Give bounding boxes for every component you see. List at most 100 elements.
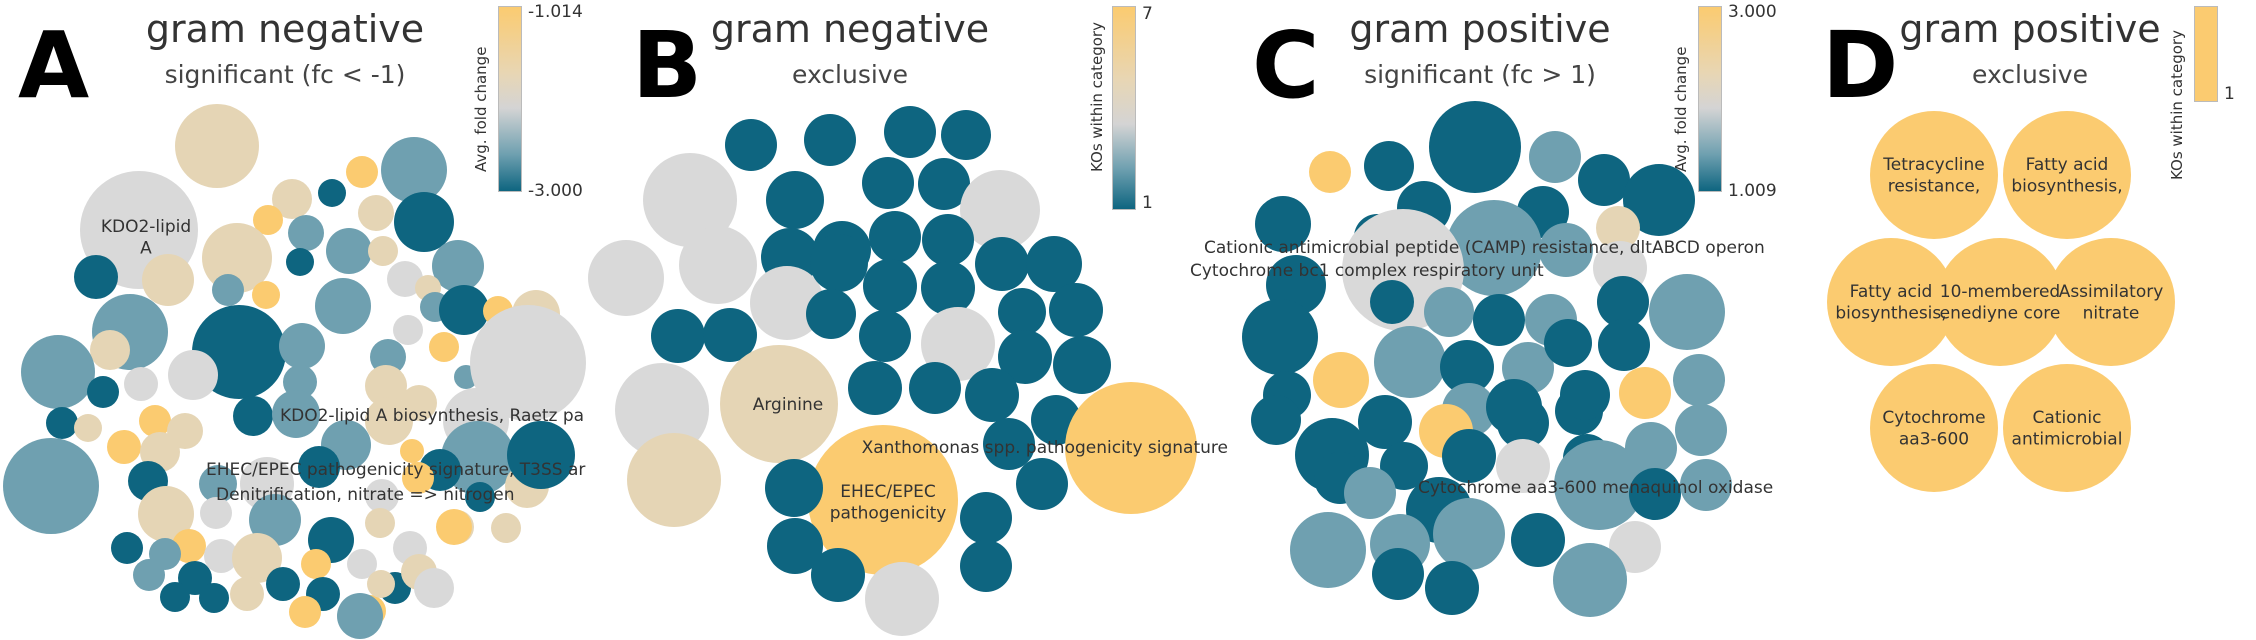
bubble-c: [1560, 370, 1610, 420]
bubble-a: [402, 462, 434, 494]
bubble-label: Cationic antimicrobial: [2012, 408, 2123, 449]
bubble-a: [249, 494, 301, 546]
bubble-a: [175, 104, 259, 188]
bubble-a: [318, 179, 346, 207]
bubble-a: [401, 385, 437, 421]
bubble-b: [1026, 236, 1082, 292]
bubble-a: [230, 577, 264, 611]
bubble-label: Fatty acid biosynthesis,: [1835, 282, 1946, 323]
bubble-a: [358, 195, 394, 231]
panel-b: B gram negative exclusive KOs within cat…: [580, 0, 1153, 640]
bubble-a: [168, 350, 218, 400]
bubble-a: [381, 137, 447, 203]
bubble-c: [1609, 521, 1661, 573]
legend-max-label: -1.014: [528, 2, 583, 22]
bubble-c: [1553, 543, 1627, 617]
bubble-a: [87, 376, 119, 408]
bubble-a: [138, 486, 194, 542]
bubble-c: [1649, 274, 1725, 350]
bubble-b: [804, 114, 856, 166]
bubble-b: [983, 418, 1035, 470]
bubble-label: Assimilatory nitrate: [2059, 282, 2164, 323]
bubble-c: [1374, 326, 1446, 398]
bubble-label: Tetracycline resistance,: [1882, 155, 1984, 196]
bubble-c: [1242, 299, 1318, 375]
bubble-c: [1424, 287, 1474, 337]
panel-title: gram negative: [145, 7, 425, 51]
bubble-a: [111, 532, 143, 564]
legend-gradient-bar: [2194, 6, 2218, 102]
bubble-a: [370, 339, 406, 375]
bubble-c: [1675, 404, 1727, 456]
bubble-b: [810, 234, 868, 292]
bubble-a: [439, 285, 489, 335]
bubble-c: [1598, 319, 1650, 371]
bubble-c: [1623, 164, 1695, 236]
bubble-b: [960, 492, 1012, 544]
legend-max-label: 3.000: [1728, 2, 1777, 22]
bubble-d: [2003, 364, 2131, 492]
bubble-b: [766, 171, 824, 229]
bubble-b: [720, 345, 838, 463]
bubble-a: [365, 508, 395, 538]
bubble-b: [1049, 283, 1103, 337]
bubble-b: [884, 106, 936, 158]
bubble-c: [1255, 196, 1311, 252]
bubble-a: [90, 330, 130, 370]
bubble-b: [1053, 336, 1111, 394]
bubble-b: [651, 309, 705, 363]
bubble-c: [1544, 319, 1592, 367]
bubble-a: [160, 582, 190, 612]
bubble-a: [432, 240, 484, 292]
bubble-b: [1065, 382, 1197, 514]
panel-d: D gram positive exclusive KOs within cat…: [1800, 0, 2256, 640]
bubble-b: [960, 170, 1040, 250]
bubble-b: [811, 548, 865, 602]
bubble-label: KDO2-lipid A biosynthesis, Raetz pa: [280, 406, 584, 426]
bubble-b: [863, 259, 917, 313]
bubble-b: [703, 308, 757, 362]
panel-letter: A: [18, 12, 90, 119]
bubble-b: [998, 330, 1052, 384]
legend-gradient-bar: [1112, 6, 1136, 210]
legend-min-label: 1: [1142, 193, 1153, 213]
bubble-c: [1440, 340, 1494, 394]
legend-max-label: 7: [1142, 4, 1153, 24]
bubble-c: [1554, 440, 1644, 530]
bubble-a: [286, 248, 314, 276]
panel-subtitle: exclusive: [792, 60, 908, 89]
bubble-c: [1433, 498, 1505, 570]
bubble-a: [414, 568, 454, 608]
bubble-b: [998, 288, 1046, 336]
bubble-label: Cationic antimicrobial peptide (CAMP) re…: [1204, 238, 1765, 258]
bubble-a: [365, 397, 413, 445]
bubble-c: [1313, 352, 1369, 408]
bubble-a: [133, 559, 165, 591]
bubble-b: [859, 310, 911, 362]
panel-subtitle: significant (fc < -1): [164, 60, 406, 89]
bubble-a: [74, 255, 118, 299]
bubble-b: [922, 214, 974, 266]
bubble-a: [252, 281, 280, 309]
bubble-c: [1578, 154, 1630, 206]
bubble-label: Fatty acid biosynthesis,: [2011, 155, 2122, 196]
bubble-label: EHEC/EPEC pathogenicity signature, T3SS …: [206, 460, 585, 480]
panel-letter: D: [1822, 12, 1899, 119]
bubble-b: [865, 562, 939, 636]
bubble-a: [429, 332, 459, 362]
bubble-c: [1539, 223, 1593, 277]
bubble-d: [2003, 111, 2131, 239]
bubble-c: [1364, 141, 1414, 191]
bubble-c: [1619, 367, 1671, 419]
panel-letter: C: [1252, 12, 1320, 119]
bubble-a: [266, 567, 300, 601]
bubble-a: [199, 465, 237, 503]
legend-gradient-bar: [498, 6, 522, 192]
bubble-c: [1290, 512, 1366, 588]
bubble-a: [212, 274, 244, 306]
bubble-c: [1473, 294, 1525, 346]
bubble-a: [436, 509, 472, 545]
bubble-a: [3, 438, 99, 534]
bubble-a: [337, 593, 383, 639]
